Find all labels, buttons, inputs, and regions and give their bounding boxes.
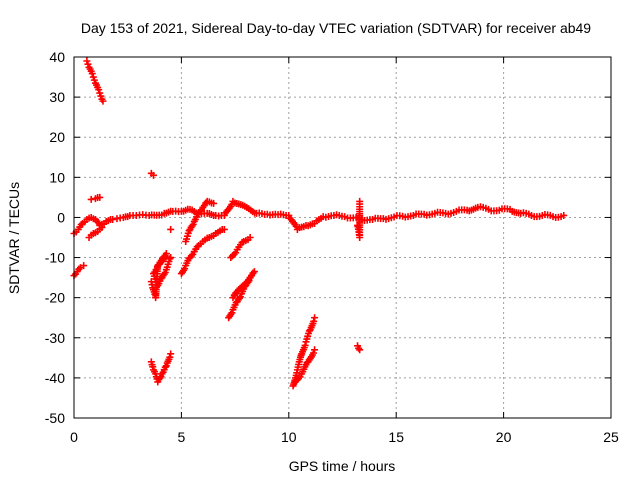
data-series [83,57,107,105]
data-point [181,265,189,273]
y-tick-label: 30 [49,89,65,105]
data-point [196,207,204,215]
data-point [311,346,319,354]
data-point [354,221,362,229]
y-tick-label: 10 [49,169,65,185]
data-point [95,86,103,94]
data-point [210,199,218,207]
data-series [70,262,88,280]
axis-tick-labels: 0 5 10 15 20 25 -50 -40 -30 -20 -10 0 10 20 30 40 [45,49,619,445]
y-tick-label: -50 [45,410,65,426]
x-tick-label: 10 [281,429,297,445]
data-point [167,350,175,358]
data-point [560,211,568,219]
data-point [310,317,318,325]
data-point [246,234,254,241]
data-point [98,223,106,231]
y-tick-label: 40 [49,49,65,65]
data-point [167,254,175,262]
x-axis-label: GPS time / hours [289,458,396,474]
y-tick-label: -20 [45,290,65,306]
chart-title: Day 153 of 2021, Sidereal Day-to-day VTE… [81,20,591,36]
x-tick-label: 0 [70,429,78,445]
y-tick-label: -10 [45,250,65,266]
data-series [70,197,568,237]
data-series [85,193,106,241]
y-axis-label: SDTVAR / TECUs [6,182,22,294]
y-tick-label: -30 [45,330,65,346]
y-tick-label: 0 [57,209,65,225]
plot-frame [73,56,612,419]
data-point [167,225,175,233]
data-point [355,344,363,352]
data-point [301,341,309,349]
data-point [310,349,318,357]
data-point [193,243,201,251]
data-point [161,363,169,371]
data-point [149,171,157,179]
grid-lines [74,57,611,418]
x-tick-label: 25 [603,429,619,445]
data-points [70,57,568,390]
data-point [80,262,88,270]
data-point [356,346,364,354]
data-point [99,97,107,105]
data-point [311,314,319,322]
y-tick-label: 20 [49,129,65,145]
y-tick-label: -40 [45,370,65,386]
data-point [83,57,91,65]
data-point [166,255,174,263]
x-tick-label: 20 [496,429,512,445]
axis-ticks [73,56,612,419]
data-point [220,225,228,233]
data-point [166,353,174,361]
data-point [96,193,104,201]
data-series [289,314,319,390]
x-tick-label: 5 [178,429,186,445]
data-point [87,195,95,203]
data-point [109,215,117,223]
data-series [225,234,258,322]
data-series [354,197,364,354]
data-point [77,221,85,229]
data-point [233,288,241,296]
data-series [177,197,228,278]
x-tick-label: 15 [388,429,404,445]
data-series [147,169,175,386]
data-point [88,70,96,78]
data-point [292,222,300,230]
